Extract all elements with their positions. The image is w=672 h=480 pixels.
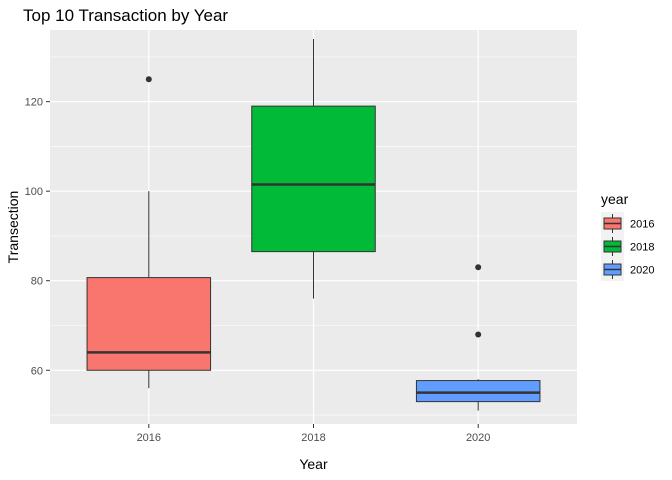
x-tick-label: 2016 xyxy=(137,432,161,444)
outlier-point xyxy=(475,264,482,271)
legend: year 2016 2018 2020 xyxy=(601,191,654,281)
legend-title: year xyxy=(601,191,629,207)
outlier-point xyxy=(145,76,152,83)
x-tick-label: 2018 xyxy=(301,432,325,444)
box-2018 xyxy=(251,38,376,299)
y-tick-label: 80 xyxy=(31,276,43,288)
y-axis: 60 80 100 120 xyxy=(25,97,50,377)
y-tick-label: 100 xyxy=(25,186,43,198)
x-tick-label: 2020 xyxy=(466,432,490,444)
legend-label: 2016 xyxy=(630,219,654,231)
x-axis-title: Year xyxy=(299,456,328,472)
x-axis: 2016 2018 2020 xyxy=(137,424,490,444)
box-body xyxy=(415,380,541,403)
box-2020 xyxy=(415,264,541,411)
legend-item-2016: 2016 xyxy=(601,212,654,235)
box-layer xyxy=(86,38,541,411)
box-2016 xyxy=(86,76,212,389)
legend-item-2020: 2020 xyxy=(601,258,654,281)
legend-label: 2020 xyxy=(630,265,654,277)
legend-item-2018: 2018 xyxy=(601,235,654,258)
y-tick-label: 120 xyxy=(25,97,43,109)
chart-title: Top 10 Transaction by Year xyxy=(23,6,228,25)
outlier-point xyxy=(475,331,482,338)
box-body xyxy=(251,105,376,253)
legend-label: 2018 xyxy=(630,242,654,254)
y-tick-label: 60 xyxy=(31,365,43,377)
box-body xyxy=(86,277,212,371)
y-axis-title: Transection xyxy=(5,191,21,264)
